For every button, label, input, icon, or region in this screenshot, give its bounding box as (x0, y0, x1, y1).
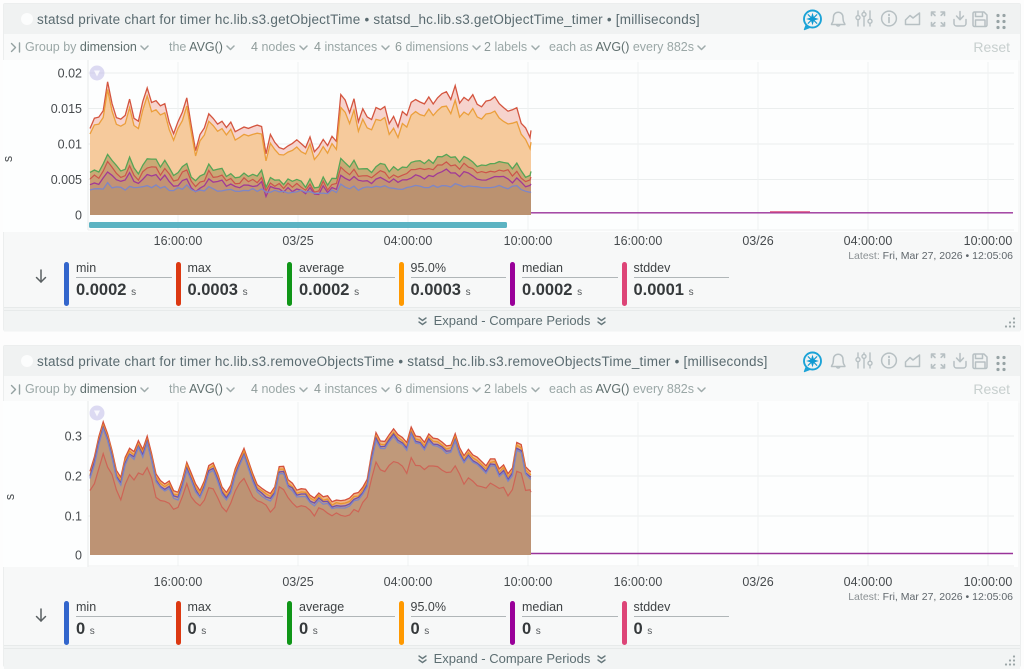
svg-text:04:00:00: 04:00:00 (844, 575, 893, 589)
svg-text:s: s (3, 494, 17, 500)
svg-text:16:00:00: 16:00:00 (614, 234, 663, 248)
svg-text:10:00:00: 10:00:00 (504, 575, 553, 589)
svg-text:03/25: 03/25 (282, 575, 313, 589)
svg-text:0: 0 (75, 209, 82, 223)
svg-text:Latest: Fri, Mar 27, 2026 • 1: Latest: Fri, Mar 27, 2026 • 12:05:06 (848, 250, 1013, 262)
svg-text:04:00:00: 04:00:00 (844, 234, 893, 248)
svg-text:10:00:00: 10:00:00 (964, 234, 1013, 248)
svg-text:03/26: 03/26 (742, 234, 773, 248)
svg-text:0.2: 0.2 (65, 470, 82, 484)
svg-text:0.02: 0.02 (58, 67, 82, 81)
svg-text:03/26: 03/26 (742, 575, 773, 589)
svg-text:0: 0 (75, 549, 82, 563)
svg-text:0.015: 0.015 (51, 102, 82, 116)
svg-text:0.3: 0.3 (65, 430, 82, 444)
svg-text:04:00:00: 04:00:00 (384, 575, 433, 589)
svg-text:16:00:00: 16:00:00 (614, 575, 663, 589)
svg-text:04:00:00: 04:00:00 (384, 234, 433, 248)
svg-text:0.005: 0.005 (51, 173, 82, 187)
svg-text:16:00:00: 16:00:00 (154, 575, 203, 589)
svg-text:Latest: Fri, Mar 27, 2026 • 1: Latest: Fri, Mar 27, 2026 • 12:05:06 (848, 591, 1013, 603)
svg-text:s: s (1, 156, 15, 162)
svg-text:10:00:00: 10:00:00 (964, 575, 1013, 589)
svg-text:03/25: 03/25 (282, 234, 313, 248)
svg-text:10:00:00: 10:00:00 (504, 234, 553, 248)
svg-text:0.01: 0.01 (58, 138, 82, 152)
svg-text:0.1: 0.1 (65, 510, 82, 524)
svg-text:16:00:00: 16:00:00 (154, 234, 203, 248)
